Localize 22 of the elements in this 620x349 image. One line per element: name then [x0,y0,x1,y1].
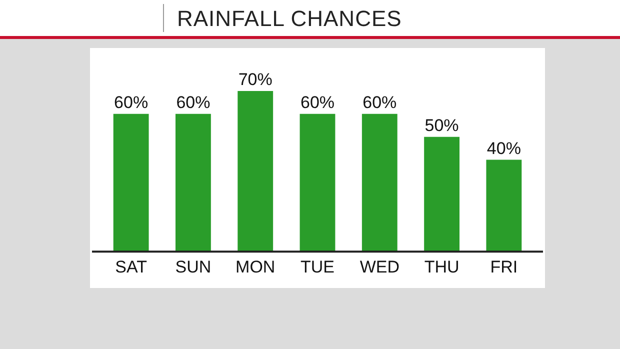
x-tick-label: TUE [300,257,334,276]
x-tick-label: MON [236,257,276,276]
data-label: 50% [424,116,459,136]
bar [113,114,149,252]
data-label: 60% [300,93,335,112]
bar [176,114,211,252]
data-label: 70% [238,70,272,90]
x-tick-label: SUN [175,257,212,276]
bar [486,160,522,252]
bar [362,114,398,252]
x-tick-label: FRI [490,257,518,276]
data-label: 60% [114,93,148,112]
bar [424,136,460,252]
bar [300,114,336,252]
bar [238,90,274,252]
x-tick-label: WED [360,257,400,276]
chart-title: RAINFALL CHANCES [177,6,402,32]
data-label: 40% [486,138,521,158]
x-tick-label: THU [424,257,460,276]
x-tick-label: SAT [115,257,147,276]
data-label: 60% [176,93,210,112]
data-label: 60% [362,93,397,112]
